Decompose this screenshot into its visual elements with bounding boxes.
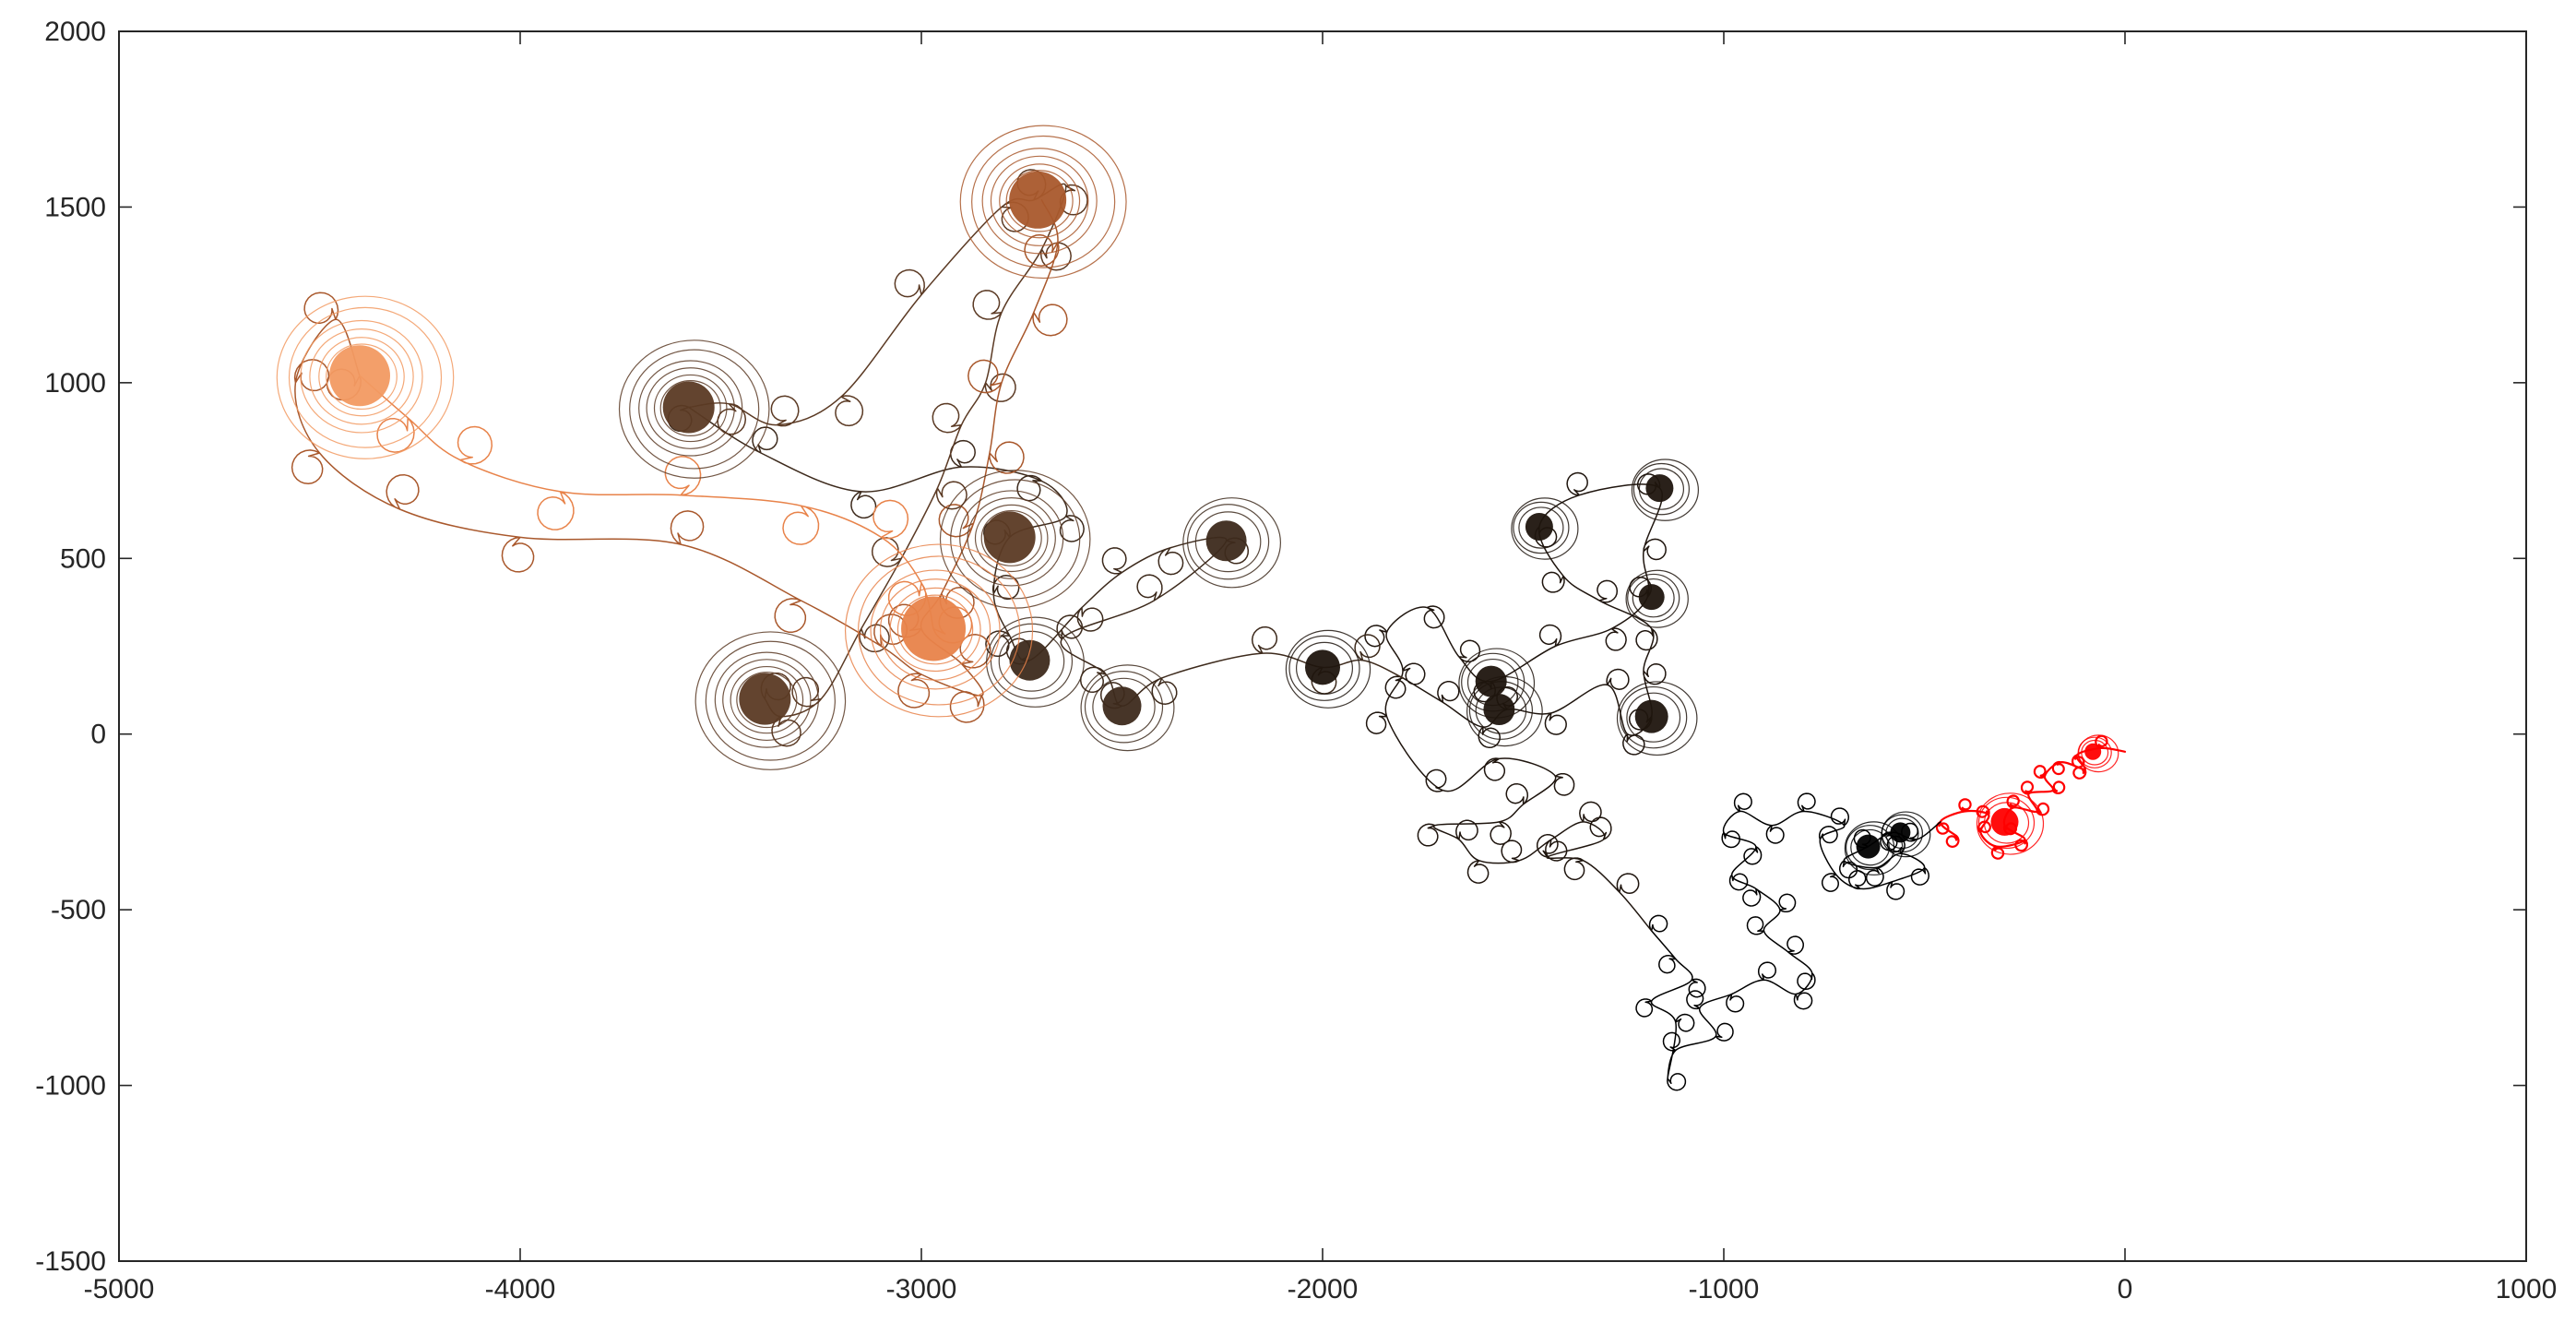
trajectory-series-line	[667, 404, 1404, 709]
x-axis-ticks: -5000 -4000 -3000 -2000 -1000 0 1000	[84, 31, 2558, 1304]
y-tick-label: 0	[90, 720, 106, 750]
spiral-cluster	[844, 543, 1034, 718]
spiral-cluster	[276, 295, 455, 459]
spiral-cluster	[959, 125, 1127, 280]
x-tick-label: 1000	[2496, 1274, 2558, 1304]
x-tick-label: 0	[2118, 1274, 2133, 1304]
spiral-cluster	[1881, 811, 1931, 858]
spiral-cluster	[1976, 792, 2045, 855]
x-tick-label: -3000	[886, 1274, 957, 1304]
y-tick-label: 1500	[44, 192, 106, 222]
trajectory-series-line	[1364, 471, 1667, 932]
y-tick-label: -1500	[35, 1246, 106, 1277]
spiral-cluster	[1625, 569, 1689, 628]
spiral-cluster	[694, 631, 847, 770]
trajectory-layer	[291, 169, 2127, 1091]
trajectory-series-line	[291, 199, 1068, 723]
trajectory-series-line	[359, 375, 973, 644]
spiral-cluster	[1182, 497, 1281, 589]
x-tick-label: -1000	[1689, 1274, 1760, 1304]
x-tick-label: -5000	[84, 1274, 155, 1304]
spiral-cluster	[1631, 459, 1700, 521]
cluster-layer	[276, 125, 2119, 875]
y-tick-label: 1000	[44, 368, 106, 399]
y-tick-label: -1000	[35, 1071, 106, 1102]
x-tick-label: -2000	[1288, 1274, 1359, 1304]
spiral-cluster	[986, 616, 1085, 708]
spiral-cluster	[1080, 664, 1175, 752]
axes	[118, 30, 2527, 1262]
spiral-cluster	[1466, 675, 1543, 747]
spiral-cluster	[1844, 821, 1904, 875]
spiral-cluster	[2077, 734, 2119, 773]
spiral-cluster	[1511, 497, 1579, 560]
y-axis-ticks: -1500 -1000 -500 0 500 1000 1500 2000	[35, 17, 2526, 1277]
y-tick-label: 500	[60, 543, 106, 574]
spiral-cluster	[1285, 629, 1371, 709]
x-tick-label: -4000	[485, 1274, 556, 1304]
spiral-cluster	[939, 470, 1091, 609]
trajectory-series-line	[687, 169, 1088, 747]
plot-frame	[118, 30, 2527, 1262]
y-tick-label: 2000	[44, 17, 106, 47]
y-tick-label: -500	[51, 895, 106, 925]
spiral-cluster	[618, 339, 770, 479]
spiral-cluster	[1616, 681, 1698, 756]
